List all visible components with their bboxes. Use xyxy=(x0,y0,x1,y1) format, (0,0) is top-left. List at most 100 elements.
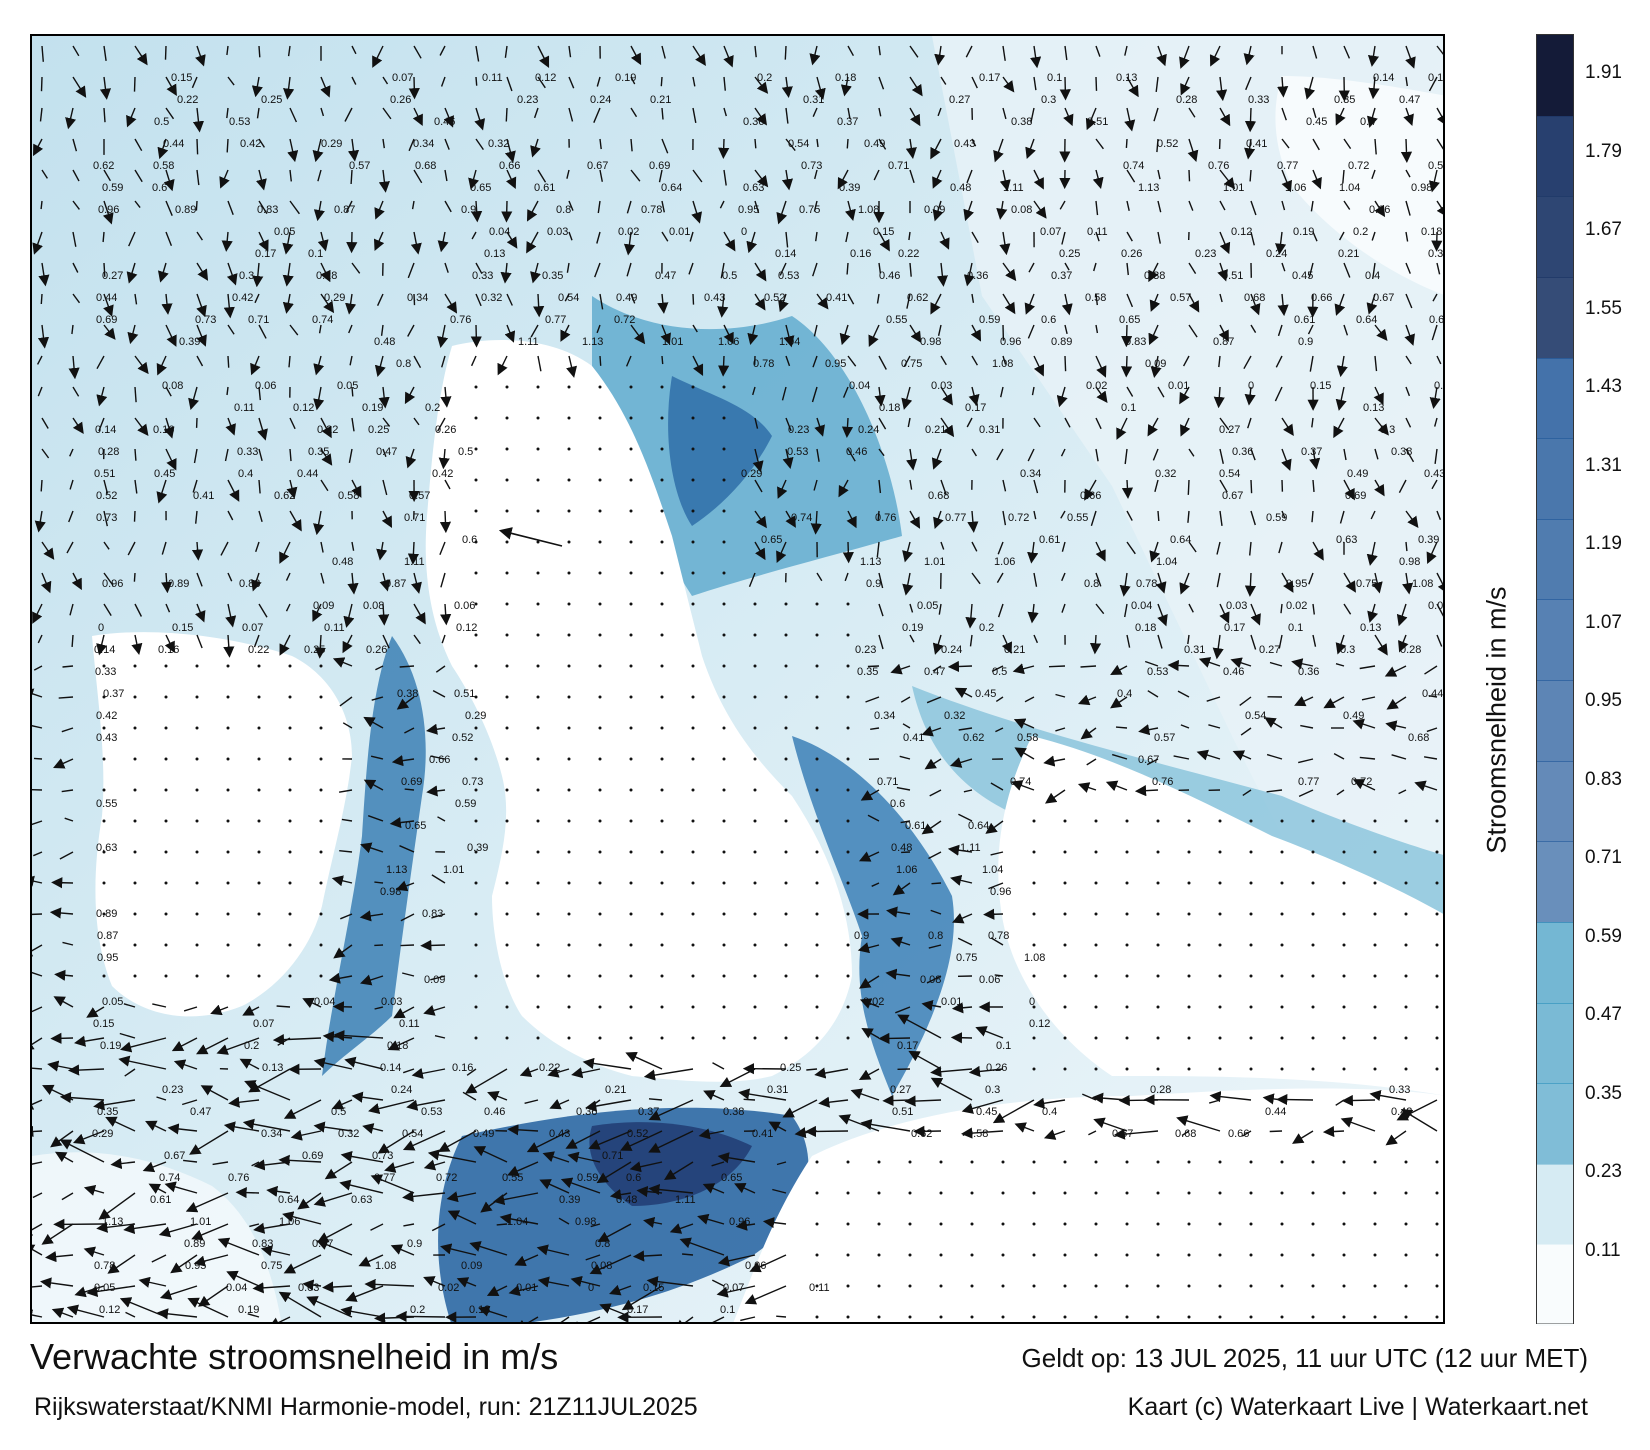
current-value-label: 0.58 xyxy=(967,1128,988,1140)
current-arrow xyxy=(370,1223,384,1231)
grid-dot xyxy=(1435,943,1439,947)
current-arrow xyxy=(351,1091,384,1103)
current-arrow xyxy=(1250,448,1256,461)
current-value-label: 0.13 xyxy=(484,248,505,260)
current-arrow xyxy=(1281,169,1292,193)
current-arrow xyxy=(740,1316,756,1322)
current-arrow xyxy=(886,906,911,918)
current-arrow xyxy=(396,696,415,710)
current-arrow xyxy=(560,1316,570,1322)
current-arrow xyxy=(228,1096,260,1108)
current-arrow xyxy=(1095,541,1106,562)
grid-dot xyxy=(722,943,726,947)
current-value-label: 0.6 xyxy=(462,534,477,546)
grid-dot xyxy=(133,912,137,916)
current-arrow xyxy=(926,975,942,984)
grid-dot xyxy=(536,1036,540,1040)
current-arrow xyxy=(932,665,942,672)
grid-dot xyxy=(1032,1036,1036,1040)
current-arrow xyxy=(994,974,1004,977)
current-arrow xyxy=(441,634,446,644)
grid-dot xyxy=(505,788,509,792)
current-value-label: 0.74 xyxy=(1010,776,1031,788)
current-arrow xyxy=(38,262,50,287)
current-arrow xyxy=(1391,754,1407,760)
current-arrow xyxy=(1027,603,1039,624)
current-arrow xyxy=(372,45,384,68)
current-arrow xyxy=(313,1057,353,1070)
current-value-label: 0.67 xyxy=(1373,292,1394,304)
current-value-label: 0.15 xyxy=(172,622,193,634)
current-arrow xyxy=(196,262,209,281)
current-value-label: 0.22 xyxy=(898,248,919,260)
grid-dot xyxy=(1280,1005,1284,1009)
current-arrow xyxy=(963,262,975,287)
current-arrow xyxy=(161,541,167,555)
grid-dot xyxy=(288,912,292,916)
current-value-label: 0.28 xyxy=(316,270,337,282)
grid-dot xyxy=(784,726,788,730)
grid-dot xyxy=(691,943,695,947)
current-arrow xyxy=(145,1120,167,1132)
current-value-label: 0.71 xyxy=(602,1150,623,1162)
current-arrow xyxy=(1086,758,1097,766)
current-value-label: 0.41 xyxy=(193,490,214,502)
grid-dot xyxy=(1249,1222,1253,1226)
current-value-label: 0.72 xyxy=(1008,512,1029,524)
current-arrow xyxy=(564,293,570,302)
current-arrow xyxy=(119,1032,136,1039)
current-value-label: 0.51 xyxy=(94,468,115,480)
current-arrow xyxy=(1206,696,1221,702)
current-value-label: 0.62 xyxy=(274,490,295,502)
current-arrow xyxy=(1092,169,1104,190)
current-arrow xyxy=(32,603,43,624)
grid-dot xyxy=(970,1191,974,1195)
current-arrow xyxy=(776,1315,787,1318)
current-arrow xyxy=(847,355,857,367)
grid-dot xyxy=(784,974,788,978)
current-arrow xyxy=(983,908,1004,920)
current-arrow xyxy=(217,1237,260,1256)
current-arrow xyxy=(340,913,353,920)
grid-dot xyxy=(629,602,633,606)
grid-dot xyxy=(1373,1005,1377,1009)
legend-band xyxy=(1537,921,1573,1004)
current-value-label: 0.71 xyxy=(877,776,898,788)
current-speed-map[interactable]: 0.15 0.07 0.11 0.12 0.19 0.2 0.18 0.17 0.1 0.13 0.… xyxy=(30,34,1445,1324)
current-value-label: 0.11 xyxy=(1087,226,1108,238)
current-arrow xyxy=(376,293,384,306)
current-arrow xyxy=(439,541,446,556)
current-value-label: 0.54 xyxy=(1245,710,1266,722)
grid-dot xyxy=(567,540,571,544)
current-arrow xyxy=(1033,417,1041,428)
current-value-label: 0.16 xyxy=(153,424,174,436)
current-arrow xyxy=(444,200,452,213)
grid-dot xyxy=(691,788,695,792)
current-arrow xyxy=(926,696,942,704)
grid-dot xyxy=(1094,1005,1098,1009)
current-value-label: 0.11 xyxy=(482,72,503,84)
current-arrow xyxy=(351,479,362,498)
current-arrow xyxy=(954,687,973,698)
current-arrow xyxy=(165,76,177,97)
current-arrow xyxy=(940,355,947,366)
grid-dot xyxy=(753,602,757,606)
current-arrow xyxy=(588,1130,632,1150)
current-arrow xyxy=(999,231,1011,256)
current-arrow xyxy=(909,510,921,529)
current-value-label: 0.69 xyxy=(649,160,670,172)
grid-dot xyxy=(753,850,757,854)
current-arrow xyxy=(72,262,79,273)
grid-dot xyxy=(722,571,726,575)
grid-dot xyxy=(1218,1253,1222,1257)
current-arrow xyxy=(161,572,173,594)
current-value-label: 0.31 xyxy=(767,1084,788,1096)
current-arrow xyxy=(968,1065,1004,1077)
current-arrow xyxy=(1367,45,1380,67)
current-value-label: 0.21 xyxy=(650,94,671,106)
current-arrow xyxy=(931,448,943,470)
current-value-label: 0.8 xyxy=(928,930,943,942)
current-value-label: 1.01 xyxy=(924,556,945,568)
current-arrow xyxy=(754,200,760,214)
current-value-label: 0.4 xyxy=(1117,688,1132,700)
